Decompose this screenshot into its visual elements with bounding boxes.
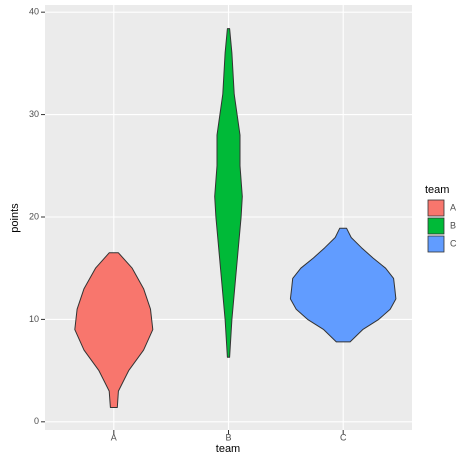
y-tick-label: 0 [34,416,39,426]
y-tick-label: 10 [29,314,39,324]
x-tick-label: A [111,432,117,442]
violin [289,227,397,343]
x-tick-label: C [340,432,347,442]
x-axis-title: team [216,443,240,455]
legend-label: C [450,238,457,248]
y-tick-label: 20 [29,211,39,221]
legend-key [427,217,445,235]
legend-label: A [450,202,456,212]
legend-key [427,235,445,253]
x-tick-label: B [225,432,231,442]
y-tick-label: 40 [29,7,39,17]
violin [74,252,154,408]
violin [214,28,243,358]
y-axis-title: points [9,203,21,233]
legend-title: team [425,184,449,196]
legend-label: B [450,220,456,230]
legend-key [427,199,445,217]
y-tick-label: 30 [29,109,39,119]
